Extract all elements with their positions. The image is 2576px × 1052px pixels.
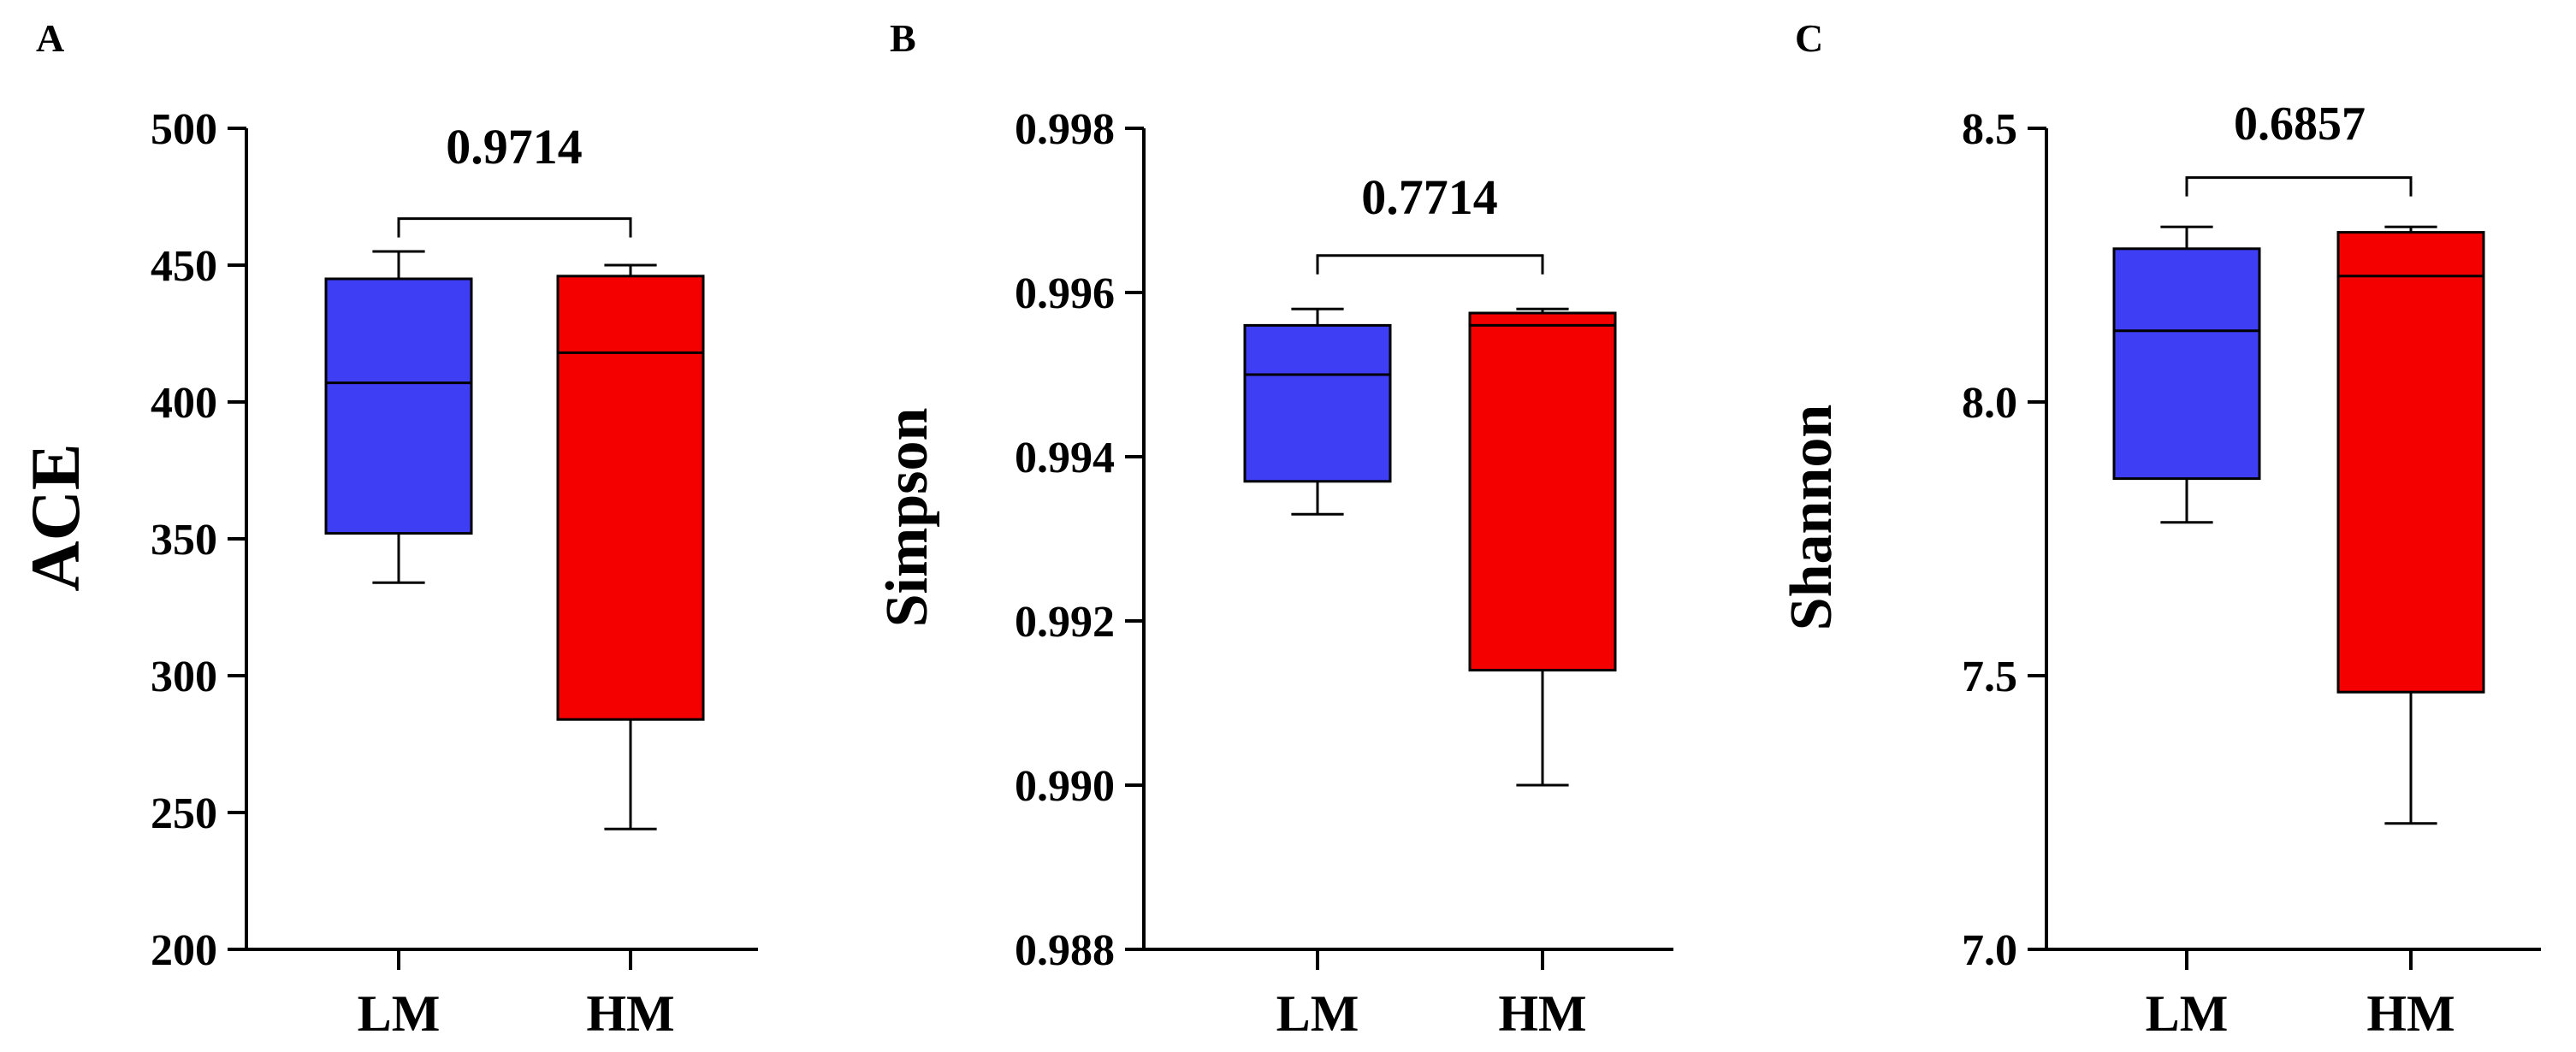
p-value-label: 0.7714: [1361, 169, 1498, 225]
y-axis-label: ACE: [16, 443, 94, 591]
y-tick-label: 7.5: [1962, 653, 2017, 701]
box-lm: [2112, 247, 2261, 481]
y-tick-label: 450: [151, 242, 217, 291]
x-tick-label-hm: HM: [1498, 985, 1586, 1042]
y-tick-label: 7.0: [1962, 926, 2017, 975]
y-tick-label: 8.0: [1962, 379, 2017, 428]
x-tick-label-lm: LM: [2146, 985, 2229, 1042]
y-tick-label: 300: [151, 653, 217, 701]
y-tick-label: 0.988: [1015, 926, 1115, 975]
panel-label: B: [890, 16, 916, 60]
y-tick-label: 0.990: [1015, 762, 1115, 811]
p-value-label: 0.6857: [2234, 98, 2366, 151]
y-tick-label: 200: [151, 926, 217, 975]
x-tick-label-hm: HM: [586, 985, 674, 1042]
y-tick-label: 0.992: [1015, 598, 1115, 647]
x-tick-label-hm: HM: [2366, 985, 2455, 1042]
panel-label: C: [1795, 16, 1823, 60]
y-tick-label: 250: [151, 789, 217, 838]
significance-bracket: [1316, 254, 1544, 275]
panel-a: A ACE LM HM 0.9714 200 250 300 350 400 450 500: [16, 16, 758, 1042]
y-tick-label: 8.5: [1962, 105, 2017, 154]
y-axis-label: Simpson: [874, 408, 940, 628]
box-lm: [1243, 323, 1392, 483]
significance-bracket: [2185, 176, 2413, 197]
y-tick-label: 0.998: [1015, 105, 1115, 154]
p-value-label: 0.9714: [446, 119, 583, 174]
panel-c: C Shannon LM HM 0.6857 7.0 7.5 8.0 8.5: [1779, 16, 2541, 1042]
panel-label: A: [36, 16, 64, 60]
x-tick-label-lm: LM: [358, 985, 441, 1042]
y-tick-label: 350: [151, 516, 217, 564]
box-hm: [2336, 231, 2485, 694]
y-tick-label: 400: [151, 379, 217, 428]
panel-b: B Simpson LM HM 0.7714 0.988 0.990 0.992 0.…: [874, 16, 1673, 1042]
box-lm: [324, 277, 473, 535]
y-axis-label: Shannon: [1779, 405, 1845, 631]
box-hm: [556, 275, 705, 721]
y-tick-label: 0.994: [1015, 434, 1115, 482]
x-tick-label-lm: LM: [1276, 985, 1359, 1042]
box-hm: [1468, 311, 1617, 672]
significance-bracket: [397, 217, 632, 238]
y-tick-label: 500: [151, 105, 217, 154]
y-tick-label: 0.996: [1015, 269, 1115, 318]
